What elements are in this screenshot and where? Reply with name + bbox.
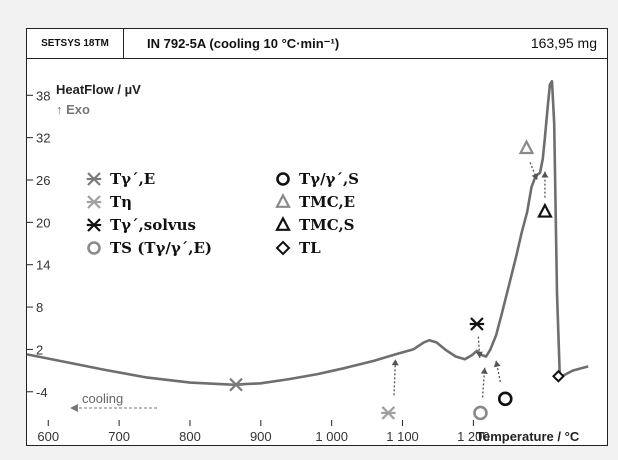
- TS-marker-shape: [473, 405, 488, 421]
- T-gamma-gamma-prime-S-marker-shape: [497, 391, 513, 407]
- TMC-S-arrowhead: [541, 171, 549, 178]
- legend-symbol: [86, 218, 102, 232]
- x-tick-label: 800: [179, 429, 201, 444]
- T-gamma-prime-solvus-marker: [469, 317, 485, 331]
- TS-marker: [473, 405, 488, 421]
- y-tick-label: 20: [36, 215, 50, 230]
- legend-label: Tγ´,E: [110, 170, 155, 188]
- TMC-E-arrowhead: [531, 173, 539, 180]
- T-eta-arrowhead: [391, 359, 399, 366]
- legend-symbol: [276, 172, 290, 186]
- x-tick-label: 1 000: [315, 429, 348, 444]
- legend-symbol: [87, 241, 101, 255]
- sample-title: IN 792-5A (cooling 10 °C·min⁻¹): [147, 36, 340, 51]
- chart-header: SETSYS 18TM IN 792-5A (cooling 10 °C·min…: [27, 29, 607, 59]
- TL-marker-shape: [551, 369, 565, 383]
- y-tick-label: 26: [36, 173, 50, 188]
- y-tick-label: 38: [36, 88, 50, 103]
- cooling-label: cooling: [82, 391, 123, 406]
- TMC-E-marker: [518, 139, 535, 155]
- TMC-E-marker-shape: [518, 139, 535, 155]
- instrument-label: SETSYS 18TM: [27, 29, 124, 58]
- exo-label: ↑ Exo: [56, 102, 90, 117]
- x-tick-label: 1 200: [457, 429, 490, 444]
- legend-label: TS (Tγ/γ´,E): [110, 239, 212, 257]
- T-gamma-prime-solvus-arrowhead: [475, 351, 483, 358]
- legend-symbol-shape: [275, 240, 291, 256]
- x-tick-label: 600: [37, 429, 59, 444]
- x-axis-label: Temperature / °C: [476, 429, 580, 444]
- legend-symbol: [275, 216, 291, 231]
- legend-label: TMC,E: [299, 193, 355, 211]
- y-tick-label: 8: [36, 300, 43, 315]
- T-eta-marker: [381, 406, 396, 420]
- TMC-S-marker-shape: [537, 202, 553, 218]
- x-tick-label: 700: [108, 429, 130, 444]
- y-tick-label: 14: [36, 258, 50, 273]
- legend-symbol-shape: [276, 172, 290, 186]
- y-tick-label: -4: [36, 385, 48, 400]
- legend-label: TL: [299, 239, 321, 257]
- sample-mass: 163,95 mg: [530, 35, 597, 51]
- legend-label: Tη: [110, 193, 132, 211]
- cooling-arrow-head: [70, 404, 78, 412]
- y-axis-label: HeatFlow / µV: [56, 82, 141, 97]
- y-tick-label: 2: [36, 342, 43, 357]
- TMC-S-marker: [537, 202, 553, 218]
- legend-symbol: [86, 195, 102, 209]
- heatflow-curve: [26, 79, 589, 386]
- x-tick-label: 1 100: [386, 429, 419, 444]
- legend-label: Tγ´,solvus: [110, 216, 196, 234]
- TS-arrowhead: [480, 367, 488, 374]
- legend-symbol-shape: [275, 216, 291, 231]
- chart-frame: SETSYS 18TM IN 792-5A (cooling 10 °C·min…: [26, 28, 608, 446]
- y-tick-label: 32: [36, 131, 50, 146]
- TL-marker: [551, 369, 565, 383]
- T-gamma-prime-E-marker: [228, 377, 244, 392]
- T-gamma-gamma-prime-S-arrowhead: [493, 360, 501, 368]
- T-gamma-gamma-prime-S-marker: [497, 391, 513, 407]
- legend-label: Tγ/γ´,S: [299, 170, 359, 188]
- legend-symbol: [86, 172, 102, 186]
- legend-symbol: [275, 240, 291, 256]
- legend-symbol-shape: [87, 241, 101, 255]
- legend-label: TMC,S: [299, 216, 355, 234]
- legend-symbol-shape: [275, 193, 291, 208]
- TMC-E-arrow: [529, 162, 538, 181]
- legend-symbol: [275, 193, 291, 208]
- x-tick-label: 900: [250, 429, 272, 444]
